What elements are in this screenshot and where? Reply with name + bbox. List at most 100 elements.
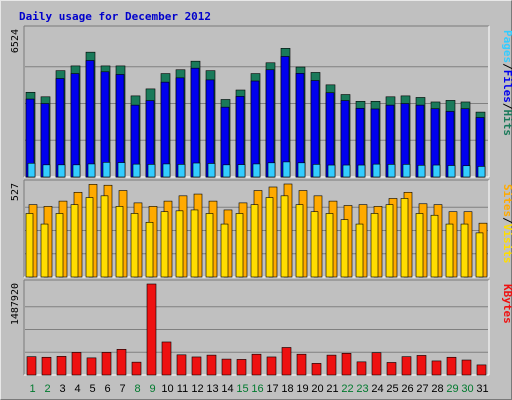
bar-files — [85, 60, 95, 178]
day-label: 15 — [236, 383, 248, 395]
bar-sites — [385, 204, 394, 278]
bar-kbytes — [26, 356, 37, 376]
bar-pages — [27, 162, 36, 178]
bar-kbytes — [326, 354, 337, 376]
bar-kbytes — [461, 359, 472, 376]
bar-sites — [310, 211, 319, 278]
bar-pages — [57, 164, 66, 178]
bar-kbytes — [401, 356, 412, 376]
bar-files — [70, 73, 80, 178]
bar-pages — [312, 164, 321, 178]
day-label: 14 — [221, 383, 233, 395]
panel-3: 1487920 KBytes — [10, 279, 512, 376]
day-label: 16 — [251, 383, 263, 395]
bar-pages — [192, 162, 201, 178]
bar-sites — [160, 211, 169, 278]
bar-sites — [430, 214, 439, 278]
bar-kbytes — [71, 352, 82, 376]
bar-pages — [477, 166, 486, 178]
bar-pages — [417, 164, 426, 178]
day-label: 25 — [386, 383, 398, 395]
day-label: 28 — [431, 383, 443, 395]
bar-pages — [177, 164, 186, 178]
day-label: 8 — [134, 383, 140, 395]
bar-sites — [85, 197, 94, 278]
bar-sites — [220, 223, 229, 278]
bar-files — [55, 78, 65, 178]
bar-pages — [282, 161, 291, 178]
max-label: 527 — [10, 183, 21, 201]
max-label: 6524 — [10, 29, 21, 53]
day-label: 24 — [371, 383, 383, 395]
bar-kbytes — [416, 355, 427, 376]
day-label: 6 — [104, 383, 110, 395]
day-label: 31 — [476, 383, 488, 395]
bar-sites — [295, 204, 304, 278]
day-label: 26 — [401, 383, 413, 395]
legend-label: Sites/Visits — [501, 184, 512, 264]
day-label: 13 — [206, 383, 218, 395]
day-label: 5 — [89, 383, 95, 395]
bar-kbytes — [131, 361, 142, 376]
day-label: 11 — [177, 383, 188, 395]
legend-part: Files — [501, 70, 512, 103]
bar-sites — [265, 197, 274, 278]
bar-pages — [222, 164, 231, 178]
day-label: 27 — [416, 383, 428, 395]
bar-kbytes — [56, 356, 67, 376]
day-label: 19 — [296, 383, 308, 395]
bar-pages — [357, 164, 366, 178]
bar-kbytes — [86, 357, 97, 376]
bar-kbytes — [206, 354, 217, 376]
day-label: 23 — [356, 383, 368, 395]
bar-kbytes — [446, 356, 457, 376]
bar-files — [325, 92, 335, 178]
day-label: 30 — [461, 383, 473, 395]
bar-sites — [325, 213, 334, 278]
bar-sites — [460, 223, 469, 278]
bar-files — [205, 79, 215, 178]
bar-sites — [445, 223, 454, 278]
legend-part: Pages — [501, 30, 512, 63]
bar-files — [190, 67, 200, 178]
bar-kbytes — [161, 341, 172, 376]
bar-pages — [297, 162, 306, 178]
day-label: 3 — [59, 383, 65, 395]
bar-kbytes — [341, 352, 352, 376]
day-label: 17 — [266, 383, 278, 395]
panel-2: 527 Sites/Visits — [10, 179, 512, 278]
bar-kbytes — [191, 356, 202, 376]
bar-pages — [342, 164, 351, 178]
bar-files — [265, 69, 275, 178]
bar-pages — [252, 163, 261, 178]
bar-pages — [132, 163, 141, 178]
bar-kbytes — [176, 354, 187, 376]
bar-sites — [400, 198, 409, 278]
bar-sites — [175, 210, 184, 278]
bar-sites — [250, 204, 259, 278]
bar-sites — [70, 204, 79, 278]
day-label: 7 — [119, 383, 125, 395]
day-label: 20 — [311, 383, 323, 395]
day-label: 18 — [281, 383, 293, 395]
bar-sites — [205, 213, 214, 278]
bar-sites — [190, 209, 199, 278]
legend-part: Sites — [501, 184, 512, 217]
day-label: 10 — [161, 383, 173, 395]
bar-files — [280, 56, 290, 178]
day-label: 22 — [341, 383, 353, 395]
bar-sites — [130, 213, 139, 278]
bar-pages — [447, 165, 456, 178]
bar-pages — [432, 164, 441, 178]
bar-pages — [72, 164, 81, 178]
day-label: 9 — [149, 383, 155, 395]
bar-pages — [387, 164, 396, 178]
bar-pages — [162, 163, 171, 178]
bar-files — [250, 80, 260, 178]
bar-pages — [147, 164, 156, 178]
bar-sites — [100, 195, 109, 278]
bar-kbytes — [356, 361, 367, 376]
bar-kbytes — [251, 353, 262, 376]
